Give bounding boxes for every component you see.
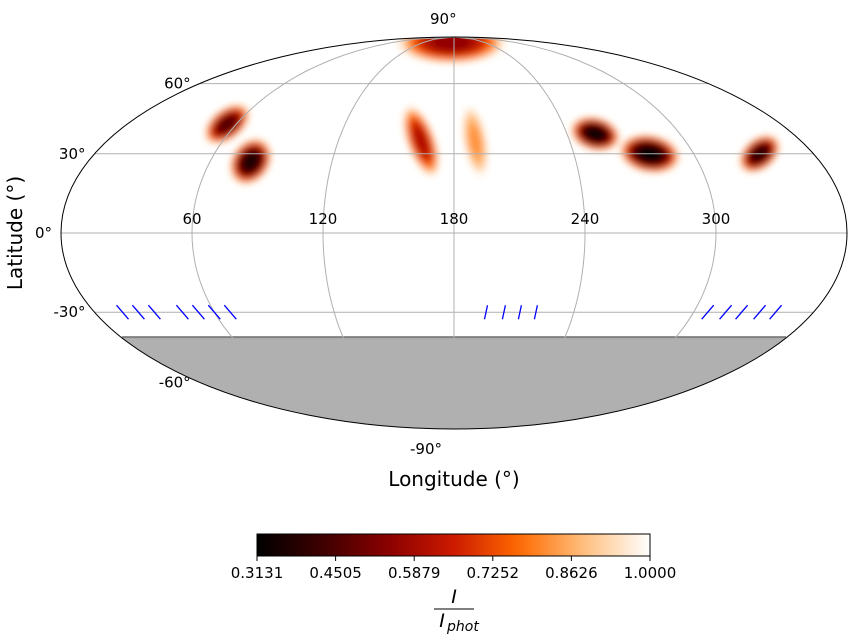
- phase-marker-layer: [116, 304, 783, 320]
- longitude-tick-label: 60: [182, 210, 201, 228]
- colorbar-gradient: [256, 533, 651, 557]
- y-axis-label: Latitude (°): [3, 176, 27, 290]
- phase-marker: [147, 304, 161, 320]
- colorbar-label-numerator: I: [451, 586, 457, 608]
- phase-marker: [175, 304, 189, 320]
- spot-heatmap-layer: [204, 37, 781, 185]
- starspot: [229, 138, 272, 185]
- latitude-tick-label: 60°: [164, 75, 191, 93]
- colorbar: 0.3131 0.4505 0.5879 0.7252 0.8626 1.0000 I I…: [231, 533, 677, 635]
- colorbar-tick-label: 0.3131: [231, 564, 284, 582]
- longitude-gridline: [191, 37, 455, 429]
- starspot: [397, 37, 506, 65]
- colorbar-label-denominator-subscript: phot: [446, 619, 479, 635]
- phase-marker: [483, 305, 489, 320]
- longitude-gridline: [453, 37, 717, 429]
- colorbar-label-denominator: I: [439, 610, 445, 632]
- longitude-tick-label: 240: [571, 210, 600, 228]
- colorbar-tick-label: 0.4505: [309, 564, 362, 582]
- phase-marker: [769, 304, 783, 320]
- latitude-tick-label: -60°: [159, 373, 191, 391]
- phase-marker: [719, 304, 733, 320]
- latitude-tick-label: 90°: [430, 10, 457, 28]
- starspot: [402, 105, 440, 177]
- phase-marker: [533, 305, 539, 320]
- colorbar-tick-label: 1.0000: [624, 564, 677, 582]
- phase-marker: [223, 304, 237, 320]
- graticule-layer: [61, 37, 847, 429]
- longitude-tick-label: 180: [440, 210, 469, 228]
- latitude-tick-labels: 90° 60° 30° 0° -30° -60° -90°: [35, 10, 457, 458]
- starspot-level: [587, 128, 604, 140]
- starspot: [570, 116, 620, 152]
- phase-marker: [735, 304, 749, 320]
- x-axis-label: Longitude (°): [388, 467, 519, 491]
- longitude-tick-labels: 60 120 180 240 300: [182, 210, 730, 228]
- starspot-level: [470, 129, 480, 153]
- map-outline: [60, 36, 848, 430]
- latitude-tick-label: 30°: [59, 145, 86, 163]
- longitude-tick-label: 300: [702, 210, 731, 228]
- colorbar-tick-label: 0.5879: [388, 564, 441, 582]
- starspot: [204, 103, 251, 145]
- starspot-level: [434, 37, 469, 50]
- starspot-level: [243, 154, 258, 169]
- colorbar-tick-label: 0.7252: [467, 564, 520, 582]
- phase-marker: [116, 304, 129, 320]
- latitude-tick-label: -90°: [410, 440, 442, 458]
- latitude-tick-label: -30°: [54, 303, 86, 321]
- colorbar-ticks: 0.3131 0.4505 0.5879 0.7252 0.8626 1.0000: [231, 556, 677, 582]
- phase-marker: [501, 305, 507, 320]
- longitude-tick-label: 120: [309, 210, 338, 228]
- colorbar-label: I I phot: [434, 586, 479, 635]
- latitude-tick-label: 0°: [35, 224, 52, 242]
- longitude-gridline: [453, 37, 586, 429]
- colorbar-tick-label: 0.8626: [545, 564, 598, 582]
- phase-marker: [191, 304, 205, 320]
- phase-marker: [131, 304, 145, 320]
- starspot: [461, 105, 489, 177]
- map-panel: 60 120 180 240 300 90° 60° 30° 0° -30° -60° -90°: [35, 10, 848, 458]
- phase-marker: [207, 304, 221, 320]
- phase-marker: [517, 305, 523, 320]
- starspot-level: [219, 117, 235, 131]
- starspot-level: [415, 129, 428, 153]
- longitude-gridline: [322, 37, 455, 429]
- phase-marker: [701, 304, 715, 320]
- phase-marker: [753, 304, 767, 320]
